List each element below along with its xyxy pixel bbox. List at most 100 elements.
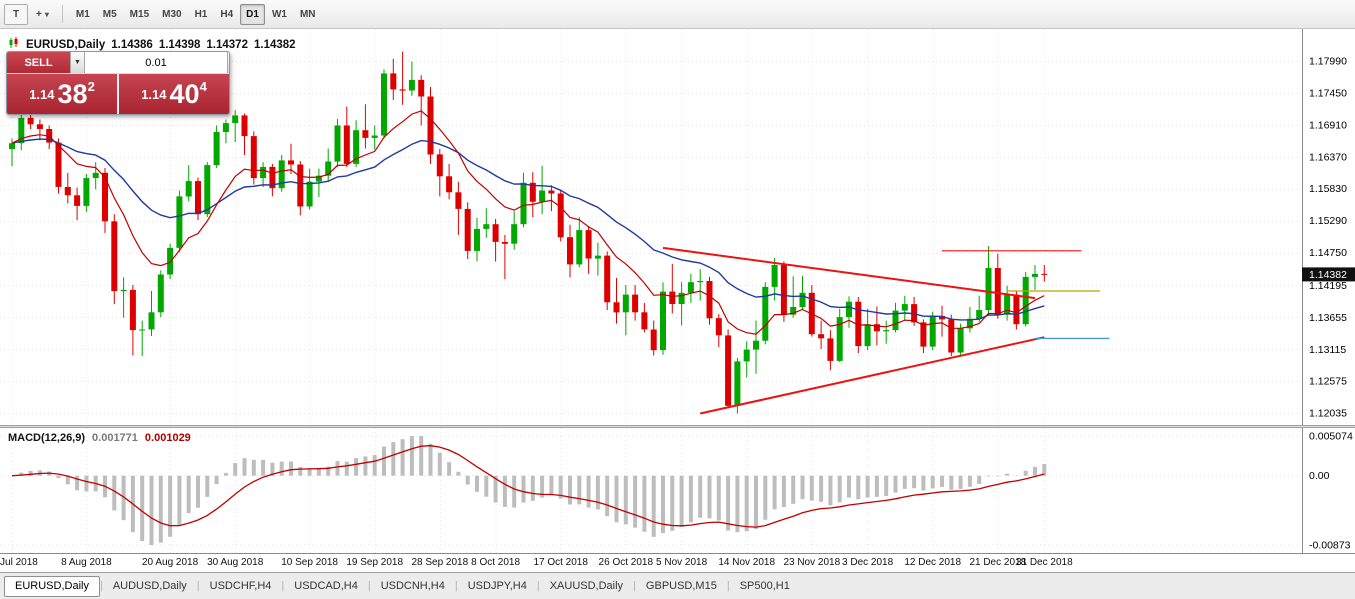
chart-tab-audusd-daily[interactable]: AUDUSD,Daily bbox=[112, 580, 187, 592]
time-axis-label: 8 Aug 2018 bbox=[61, 557, 112, 568]
buy-price-prefix: 1.14 bbox=[141, 86, 167, 102]
time-axis-label: 3 Dec 2018 bbox=[842, 557, 894, 568]
svg-text:1.15290: 1.15290 bbox=[1309, 215, 1347, 227]
candle bbox=[260, 162, 267, 187]
svg-text:1.12035: 1.12035 bbox=[1309, 408, 1347, 420]
candle bbox=[474, 217, 480, 262]
text-tool-button[interactable]: T bbox=[4, 3, 28, 25]
sell-price-big: 38 bbox=[57, 78, 88, 109]
trade-controls-row: SELL ▼ ▲ BUY bbox=[7, 52, 229, 73]
candle bbox=[1013, 291, 1020, 330]
volume-increase-button[interactable]: ▲ bbox=[227, 52, 229, 73]
toolbar-separator bbox=[61, 5, 63, 23]
top-toolbar: T + ▾ M1 M5 M15 M30 H1 H4 D1 W1 MN bbox=[0, 0, 1355, 29]
candle bbox=[687, 273, 694, 303]
chart-tab-eurusd-daily[interactable]: EURUSD,Daily bbox=[4, 575, 100, 597]
timeframe-d1-button[interactable]: D1 bbox=[240, 3, 265, 25]
volume-decrease-button[interactable]: ▼ bbox=[70, 52, 85, 73]
draw-tools-button[interactable]: + ▾ bbox=[30, 4, 55, 25]
candle bbox=[92, 162, 99, 190]
chart-tab-usdjpy-h4[interactable]: USDJPY,H4 bbox=[467, 580, 527, 592]
candle bbox=[883, 320, 890, 344]
candle bbox=[985, 246, 992, 315]
timeframe-w1-button[interactable]: W1 bbox=[271, 8, 287, 20]
chart-window: 1.17990 1.17450 1.16910 1.16370 1.15830 1.152… bbox=[0, 29, 1355, 572]
candle bbox=[362, 104, 369, 149]
timeframe-m5-button[interactable]: M5 bbox=[102, 8, 117, 20]
candle bbox=[241, 113, 248, 155]
candle bbox=[446, 163, 453, 200]
candle bbox=[799, 275, 806, 310]
macd-indicator-chart[interactable]: 0.005074 0.00 -0.00873 bbox=[0, 428, 1355, 553]
timeframe-h1-button[interactable]: H1 bbox=[194, 8, 208, 20]
timeframe-m1-button[interactable]: M1 bbox=[75, 8, 90, 20]
svg-text:1.17450: 1.17450 bbox=[1309, 88, 1347, 100]
candle bbox=[1041, 265, 1048, 282]
volume-input[interactable] bbox=[85, 52, 227, 73]
candle bbox=[222, 119, 229, 144]
chart-tab-xauusd-daily[interactable]: XAUUSD,Daily bbox=[549, 580, 624, 592]
time-axis-label: 12 Dec 2018 bbox=[904, 557, 962, 568]
ohlc-high: 1.14398 bbox=[158, 38, 201, 51]
timeframe-h4-button[interactable]: H4 bbox=[220, 8, 234, 20]
candle bbox=[808, 285, 815, 337]
panel-splitter[interactable] bbox=[0, 425, 1355, 428]
buy-price-display[interactable]: 1.14 40 4 bbox=[117, 74, 229, 114]
candle bbox=[455, 181, 462, 235]
candle bbox=[288, 143, 294, 174]
timeframe-mn-button[interactable]: MN bbox=[299, 8, 316, 20]
chart-tab-sp500-h1[interactable]: SP500,H1 bbox=[739, 580, 790, 592]
time-axis-label: 28 Sep 2018 bbox=[411, 557, 469, 568]
candle bbox=[418, 75, 425, 126]
candle bbox=[753, 320, 759, 374]
time-axis-label: 27 Jul 2018 bbox=[0, 557, 38, 568]
time-axis-label: 8 Oct 2018 bbox=[471, 557, 521, 568]
tab-separator: | bbox=[633, 580, 636, 592]
candle bbox=[994, 253, 1001, 319]
chart-tab-usdcnh-h4[interactable]: USDCNH,H4 bbox=[380, 580, 445, 592]
candle bbox=[948, 314, 955, 357]
candle bbox=[36, 119, 43, 141]
candle bbox=[371, 125, 378, 150]
candle bbox=[725, 329, 732, 407]
macd-signal-line bbox=[11, 445, 1045, 528]
candle bbox=[427, 87, 434, 164]
time-axis-label: 30 Aug 2018 bbox=[207, 557, 264, 568]
time-axis-label: 21 Dec 2018 bbox=[969, 557, 1027, 568]
candle bbox=[129, 285, 136, 356]
candle bbox=[846, 296, 852, 328]
candle bbox=[539, 165, 546, 215]
chart-tab-usdcad-h4[interactable]: USDCAD,H4 bbox=[294, 580, 358, 592]
macd-signal-value: 0.001029 bbox=[144, 432, 191, 444]
macd-label: MACD(12,26,9) 0.001771 0.001029 bbox=[8, 432, 191, 444]
tab-separator: | bbox=[367, 580, 371, 592]
svg-text:0.00: 0.00 bbox=[1309, 470, 1330, 482]
sell-button[interactable]: SELL bbox=[7, 52, 70, 73]
price-chart[interactable]: 1.17990 1.17450 1.16910 1.16370 1.15830 1.152… bbox=[0, 29, 1355, 425]
time-axis-label: 31 Dec 2018 bbox=[1015, 557, 1073, 568]
candle bbox=[269, 163, 276, 197]
candle bbox=[613, 278, 620, 324]
chart-tabs-bar: EURUSD,Daily | AUDUSD,Daily | USDCHF,H4 | USDC… bbox=[0, 572, 1355, 599]
candle bbox=[548, 185, 555, 212]
sell-price-display[interactable]: 1.14 38 2 bbox=[7, 74, 117, 114]
candle bbox=[604, 251, 611, 310]
timeframe-m15-button[interactable]: M15 bbox=[129, 8, 150, 20]
candle bbox=[399, 51, 406, 105]
chart-tab-usdchf-h4[interactable]: USDCHF,H4 bbox=[209, 580, 272, 592]
candle bbox=[743, 341, 750, 378]
svg-text:0.005074: 0.005074 bbox=[1309, 431, 1353, 443]
candle bbox=[780, 261, 787, 322]
candle bbox=[483, 208, 490, 238]
candle bbox=[278, 155, 285, 192]
candle bbox=[111, 214, 118, 305]
timeframe-group: M1 M5 M15 M30 H1 H4 D1 W1 MN bbox=[70, 3, 322, 25]
ohlc-close: 1.14382 bbox=[253, 38, 296, 51]
candle bbox=[250, 131, 257, 185]
time-axis-label: 23 Nov 2018 bbox=[783, 557, 841, 568]
timeframe-m30-button[interactable]: M30 bbox=[162, 8, 182, 20]
chart-tab-gbpusd-m15[interactable]: GBPUSD,M15 bbox=[645, 580, 717, 592]
candle bbox=[715, 314, 722, 348]
